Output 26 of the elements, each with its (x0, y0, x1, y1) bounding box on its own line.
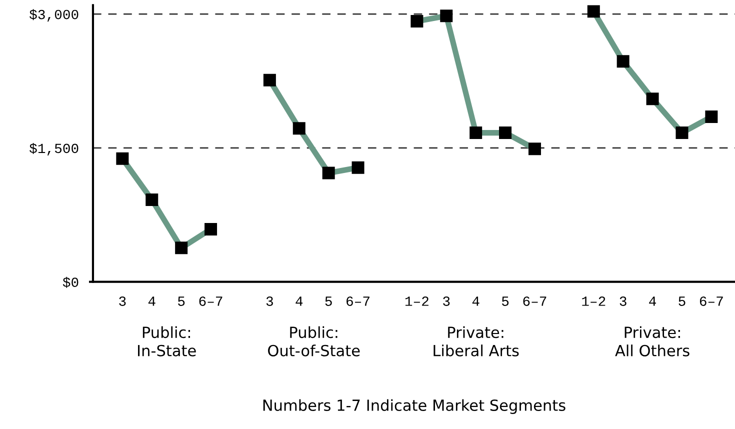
x-tick-label: 6–7 (199, 296, 222, 306)
x-tick-label: 6–7 (700, 296, 723, 306)
text: Numbers 1-7 Indicate Market Segments (263, 399, 566, 414)
x-tick-label: 6–7 (523, 296, 546, 306)
x-tick-label: 4 (472, 296, 480, 306)
x-tick-label: 3 (620, 296, 626, 306)
x-tick-label: 3 (119, 296, 126, 306)
x-tick-label: 4 (296, 296, 303, 306)
x-tick-label: 1–2 (405, 296, 428, 306)
x-tick-label: 3 (266, 296, 273, 306)
x-tick-label: 5 (678, 296, 686, 306)
x-tick-label: 5 (325, 296, 332, 306)
text: Private: All Others (615, 326, 690, 356)
x-tick-label: 1–2 (582, 296, 606, 306)
y-tick-label: $3,000 (30, 9, 78, 22)
y-tick-label: $0 (62, 276, 78, 288)
text: Public: Out-of-State (268, 326, 360, 356)
x-tick-label: 6–7 (346, 296, 370, 306)
x-tick-label: 4 (148, 296, 156, 306)
x-tick-label: 5 (178, 296, 185, 306)
text: Public: In-State (138, 326, 196, 356)
x-tick-label: 4 (649, 296, 656, 306)
text: Private: Liberal Arts (434, 326, 519, 356)
x-tick-label: 3 (443, 296, 450, 306)
x-tick-label: 5 (502, 296, 509, 306)
y-tick-label: $1,500 (30, 142, 78, 156)
